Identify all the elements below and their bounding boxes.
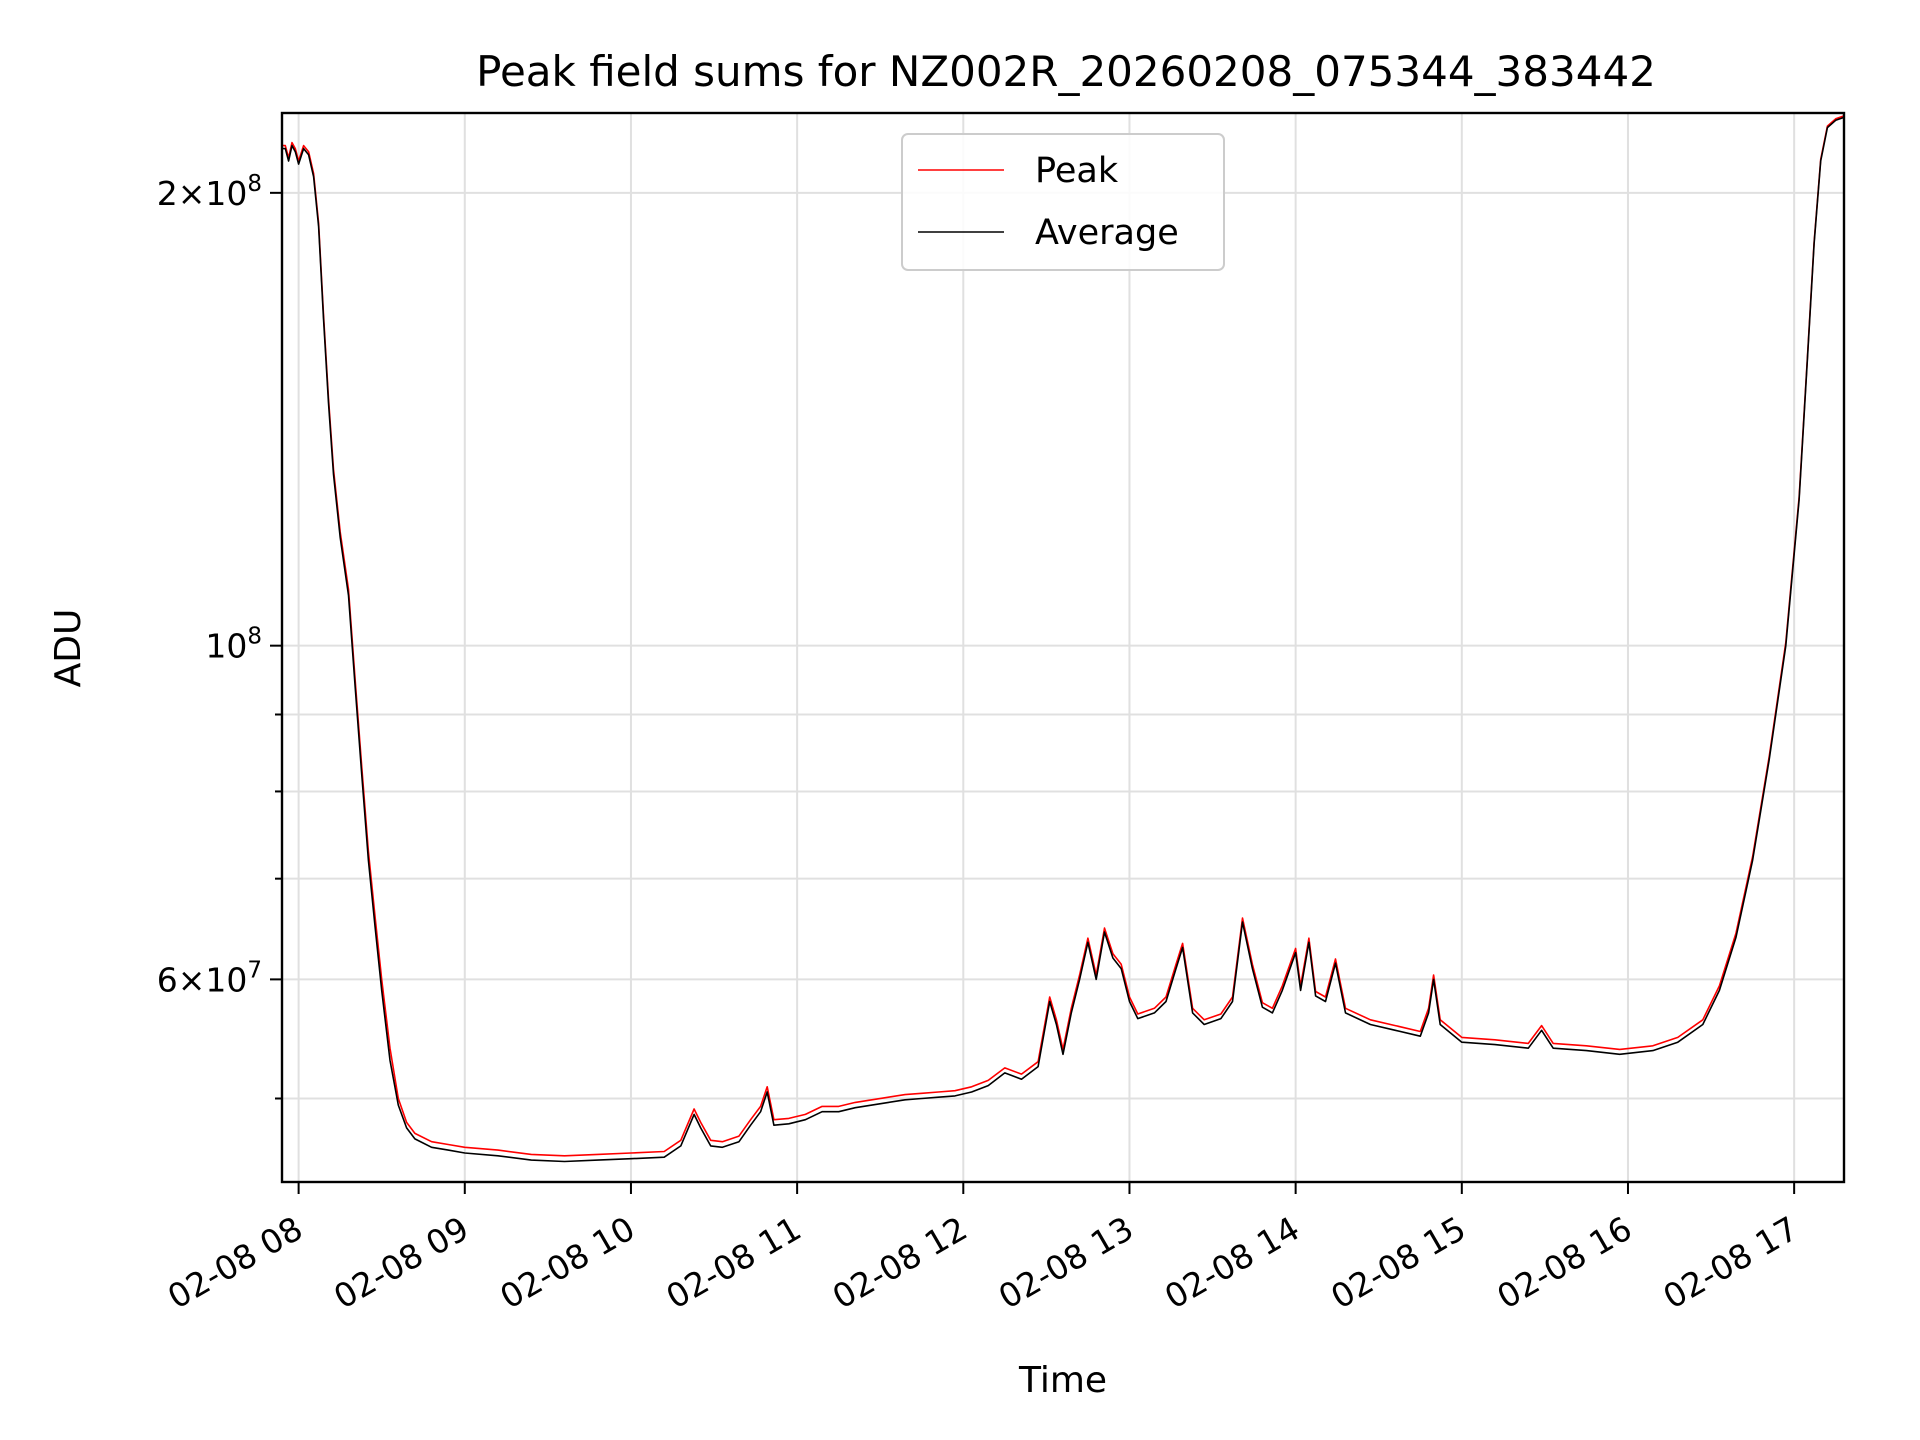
series-line-peak xyxy=(282,115,1845,1157)
y-tick-mantissa: 10 xyxy=(205,627,247,666)
y-tick-exponent: 8 xyxy=(247,171,262,197)
legend-label-average: Average xyxy=(1035,213,1179,253)
x-axis-label: Time xyxy=(1018,1360,1107,1401)
series-line-average xyxy=(282,116,1845,1163)
y-axis-label: ADU xyxy=(48,609,89,688)
y-tick-exponent: 8 xyxy=(247,624,262,650)
y-tick-label: 6×107 xyxy=(157,957,262,999)
legend: Peak Average xyxy=(901,133,1225,271)
legend-label-peak: Peak xyxy=(1035,151,1119,191)
y-tick-mantissa: 6×10 xyxy=(157,960,248,999)
y-tick-label: 108 xyxy=(205,624,262,666)
y-tick-mantissa: 2×10 xyxy=(157,174,248,213)
legend-box xyxy=(901,133,1225,271)
y-tick-label: 2×108 xyxy=(157,171,262,213)
chart-title: Peak field sums for NZ002R_20260208_0753… xyxy=(476,47,1656,96)
y-tick-exponent: 7 xyxy=(247,957,262,983)
series-layer xyxy=(282,115,1845,1163)
plot-frame xyxy=(280,111,1846,1184)
